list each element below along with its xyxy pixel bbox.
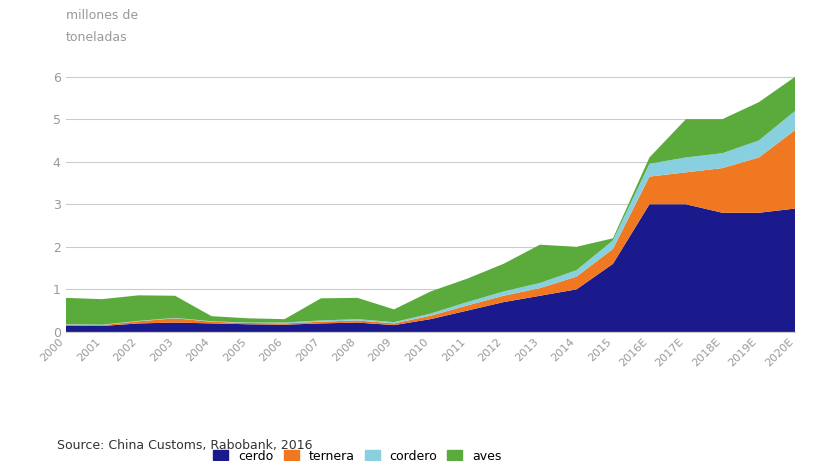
Text: toneladas: toneladas: [66, 31, 127, 44]
Text: millones de: millones de: [66, 9, 138, 22]
Legend: cerdo, ternera, cordero, aves: cerdo, ternera, cordero, aves: [207, 443, 507, 461]
Text: Source: China Customs, Rabobank, 2016: Source: China Customs, Rabobank, 2016: [57, 439, 313, 452]
